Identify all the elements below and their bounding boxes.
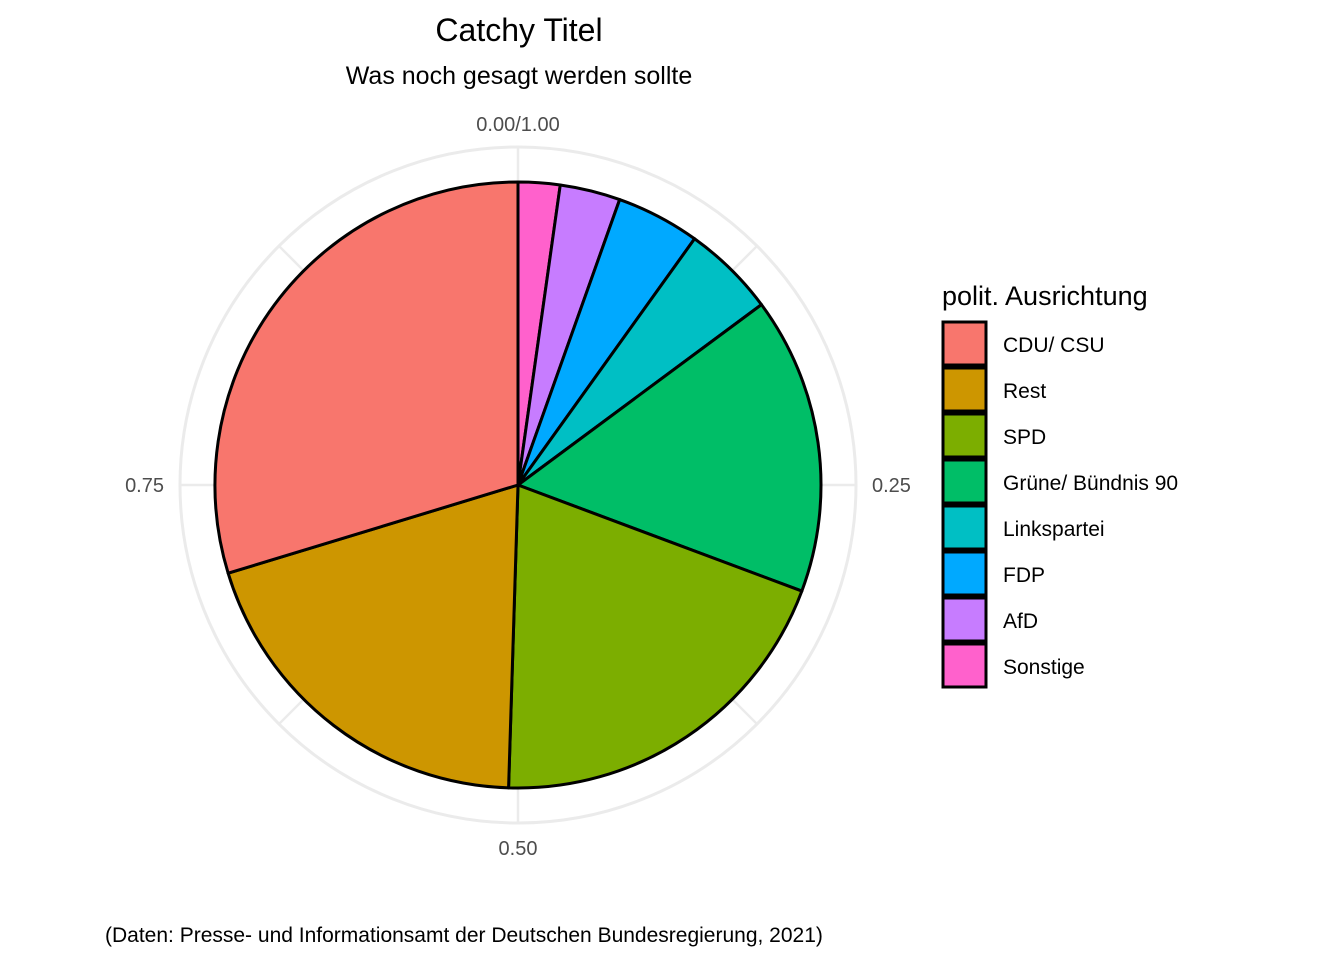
pie-slices xyxy=(213,180,823,790)
legend-key-2 xyxy=(941,366,988,413)
legend-label-5: Linkspartei xyxy=(1003,518,1105,541)
legend-key-3 xyxy=(941,412,988,459)
chart-subtitle: Was noch gesagt werden sollte xyxy=(346,62,692,90)
chart-caption: (Daten: Presse- und Informationsamt der … xyxy=(105,924,823,947)
legend-label-2: Rest xyxy=(1003,380,1046,403)
legend-key-1 xyxy=(941,320,988,367)
legend-label-8: Sonstige xyxy=(1003,656,1085,679)
legend-label-1: CDU/ CSU xyxy=(1003,334,1105,357)
legend-key-6 xyxy=(941,550,988,597)
legend-label-3: SPD xyxy=(1003,426,1046,449)
legend-label-4: Grüne/ Bündnis 90 xyxy=(1003,472,1178,495)
pie-slice-3 xyxy=(507,483,804,790)
legend-label-6: FDP xyxy=(1003,564,1045,587)
legend: polit. Ausrichtung CDU/ CSU Rest SPD Grüne/… xyxy=(941,281,1178,689)
legend-title: polit. Ausrichtung xyxy=(942,281,1148,311)
legend-key-8 xyxy=(941,642,988,689)
theta-tick-label-2: 0.50 xyxy=(499,838,538,860)
theta-tick-label-0: 0.00/1.00 xyxy=(476,114,559,136)
pie-slice-2 xyxy=(226,483,520,790)
theta-tick-label-1: 0.25 xyxy=(872,475,911,497)
legend-key-5 xyxy=(941,504,988,551)
chart-title: Catchy Titel xyxy=(435,12,602,48)
pie-slice-4 xyxy=(516,303,823,593)
legend-key-7 xyxy=(941,596,988,643)
theta-tick-labels: 0.00/1.00 0.25 0.50 0.75 xyxy=(125,114,911,860)
theta-tick-label-3: 0.75 xyxy=(125,475,164,497)
legend-key-4 xyxy=(941,458,988,505)
pie-slice-1 xyxy=(213,180,520,575)
legend-label-7: AfD xyxy=(1003,610,1038,633)
